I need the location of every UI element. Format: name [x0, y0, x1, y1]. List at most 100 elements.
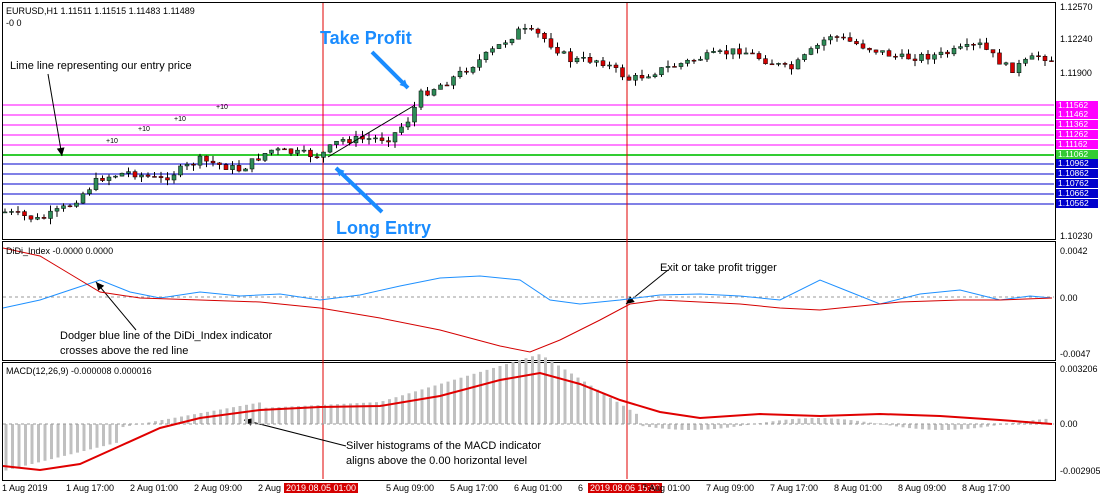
macd-histogram-bar: [544, 357, 547, 424]
macd-histogram-bar: [388, 399, 391, 424]
macd-histogram-bar: [992, 424, 996, 426]
macd-histogram-bar: [316, 405, 320, 424]
candle-body: [132, 171, 138, 178]
macd-histogram-bar: [882, 424, 885, 425]
candle-body: [373, 137, 378, 140]
candle-body: [477, 59, 482, 68]
candle-body: [119, 172, 125, 177]
macd-histogram-bar: [420, 389, 424, 424]
candle-body: [334, 140, 339, 145]
macd-histogram-bar: [771, 421, 775, 424]
macd-histogram-bar: [95, 424, 99, 448]
candle-body: [587, 57, 593, 63]
macd-histogram-bar: [368, 402, 372, 424]
macd-histogram-bar: [433, 385, 437, 424]
macd-histogram-bar: [979, 424, 983, 428]
candle-body: [581, 57, 586, 59]
macd-histogram-bar: [50, 424, 53, 460]
macd-histogram-bar: [583, 381, 586, 424]
candle-body: [236, 165, 242, 172]
macd-histogram-bar: [238, 406, 242, 424]
didi-blue-line: [2, 275, 1053, 309]
candle-body: [457, 70, 463, 78]
candle-body: [347, 139, 352, 144]
macd-histogram-bar: [849, 420, 853, 424]
macd-histogram-bar: [212, 410, 216, 424]
candle-body: [295, 149, 300, 154]
take-profit-arrow-head: [399, 79, 408, 88]
candle-body: [113, 175, 118, 178]
macd-histogram-bar: [602, 393, 606, 424]
price-axis-label: 1.11900: [1060, 68, 1092, 78]
level-tag-sl5: 1.10562: [1056, 199, 1098, 208]
candle-body: [490, 48, 495, 53]
x-axis-tick: 2 Aug: [258, 483, 282, 493]
candle-body: [945, 51, 950, 55]
macd-histogram-bar: [914, 424, 918, 429]
candle-body: [275, 148, 281, 151]
macd-histogram-bar: [693, 424, 697, 430]
macd-histogram-bar: [778, 420, 781, 424]
candle-body: [522, 28, 528, 30]
didi-index-panel[interactable]: [2, 241, 1056, 361]
didi-axis-label: 0.00: [1060, 293, 1078, 303]
macd-axis-label: 0.003206: [1060, 364, 1098, 374]
candle-body: [795, 59, 801, 70]
level-tag-tp3: 1.11362: [1056, 120, 1098, 129]
macd-histogram-bar: [1038, 419, 1041, 424]
candle-body: [80, 193, 86, 204]
candle-body: [808, 48, 814, 55]
price-axis-label: 1.10230: [1060, 231, 1093, 241]
macd-histogram-bar: [836, 418, 840, 424]
macd-histogram-bar: [888, 424, 892, 426]
candle-body: [197, 155, 203, 166]
candle-body: [379, 137, 385, 141]
macd-histogram-bar: [901, 424, 905, 428]
x-axis-tick: 8 Aug 01:00: [834, 483, 883, 493]
price-axis-label: 1.12240: [1060, 34, 1093, 44]
candle-body: [249, 158, 255, 170]
level-tag-tp4: 1.11462: [1056, 110, 1098, 119]
candle-body: [61, 205, 66, 209]
macd-histogram-bar: [680, 424, 684, 430]
exit-trigger-pointer-head: [626, 295, 635, 304]
candle-body: [2, 211, 8, 214]
macd-histogram-bar: [147, 422, 151, 424]
macd-histogram-bar: [817, 418, 820, 424]
candle-body: [958, 46, 963, 49]
candle-body: [431, 89, 437, 96]
candle-body: [223, 164, 229, 170]
macd-histogram-bar: [401, 395, 404, 424]
candle-body: [756, 53, 762, 59]
macd-histogram-bar: [784, 419, 788, 424]
candle-body: [529, 28, 534, 30]
macd-axis-label: -0.002905: [1060, 466, 1100, 476]
candle-body: [704, 52, 710, 60]
candle-body: [74, 202, 79, 207]
candle-body: [87, 189, 92, 194]
candle-body: [444, 84, 450, 87]
price-chart-panel[interactable]: [2, 2, 1056, 240]
candle-body: [412, 106, 417, 123]
lime-line-pointer-head: [56, 147, 65, 156]
plus10-label: +10: [216, 104, 228, 111]
macd-histogram-bar: [810, 418, 814, 424]
macd-panel[interactable]: [2, 362, 1056, 481]
macd-histogram-bar: [362, 402, 365, 424]
candle-body: [269, 149, 274, 154]
candle-body: [106, 176, 112, 181]
macd-histogram-bar: [225, 408, 229, 424]
x-axis-highlight-exit: 2019.08.06 15:00: [588, 483, 663, 493]
dodger-cross-pointer-head: [96, 282, 105, 291]
candle-body: [152, 176, 157, 178]
macd-histogram-bar: [505, 364, 508, 424]
macd-signal-line: [2, 371, 1053, 472]
x-axis-highlight-entry: 2019.08.05 01:00: [284, 483, 359, 493]
macd-histogram-bar: [1018, 421, 1022, 424]
price-axis-label: 1.12570: [1060, 2, 1093, 12]
candle-body: [386, 140, 391, 143]
macd-histogram-bar: [160, 420, 164, 424]
candle-body: [678, 63, 684, 67]
candle-body: [262, 153, 268, 161]
macd-histogram-bar: [498, 366, 502, 424]
